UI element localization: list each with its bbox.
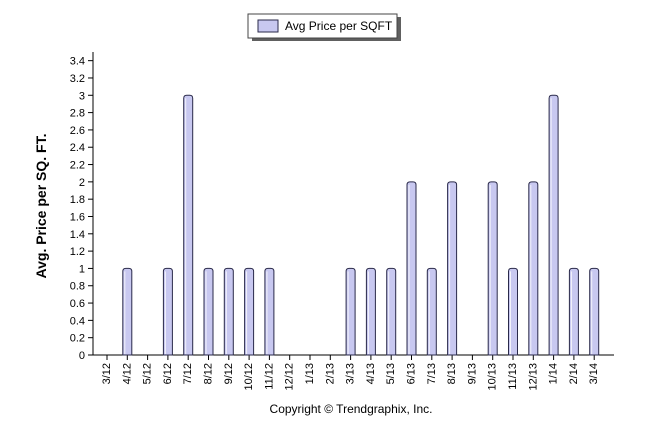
x-tick-label: 2/13 — [324, 363, 336, 384]
legend-label: Avg Price per SQFT — [285, 19, 393, 33]
y-tick-label: 2.8 — [70, 108, 85, 120]
y-tick-label: 0 — [79, 350, 85, 362]
bar-1-14 — [548, 94, 559, 356]
legend: Avg Price per SQFT — [247, 13, 401, 41]
x-tick-label: 7/12 — [182, 363, 194, 384]
bar-6-13 — [406, 181, 417, 356]
x-tick-label: 2/14 — [568, 363, 580, 384]
x-tick-label: 1/14 — [548, 363, 560, 384]
x-tick-label: 4/12 — [121, 363, 133, 384]
y-tick-label: 2.6 — [70, 125, 85, 137]
bar-3-14 — [589, 267, 600, 356]
x-tick-label: 6/13 — [406, 363, 418, 384]
x-tick-label: 8/12 — [203, 363, 215, 384]
y-tick-label: 0.2 — [70, 333, 85, 345]
y-tick-label: 3.2 — [70, 73, 85, 85]
bar-8-13 — [447, 181, 458, 356]
y-tick-label: 3.4 — [70, 56, 85, 68]
y-tick-label: 0.4 — [70, 315, 85, 327]
x-tick-label: 5/13 — [385, 363, 397, 384]
bar-12-13 — [528, 181, 539, 356]
y-tick-label: 3 — [79, 90, 85, 102]
x-tick-label: 12/13 — [527, 363, 539, 391]
legend-swatch — [257, 19, 279, 33]
y-tick-label: 2.4 — [70, 142, 85, 154]
bar-8-12 — [203, 267, 214, 356]
bar-7-13 — [426, 267, 437, 356]
x-tick-label: 5/12 — [142, 363, 154, 384]
x-tick-label: 9/12 — [223, 363, 235, 384]
x-tick-label: 10/12 — [243, 363, 255, 391]
bar-11-13 — [508, 267, 518, 356]
x-tick-label: 11/13 — [507, 363, 519, 390]
x-tick-label: 3/13 — [345, 363, 357, 384]
x-tick-label: 1/13 — [304, 363, 316, 384]
bar-6-12 — [162, 267, 173, 356]
y-tick-label: 1.2 — [70, 246, 85, 258]
x-tick-label: 3/12 — [101, 363, 113, 384]
x-tick-label: 6/12 — [162, 363, 174, 384]
x-tick-label: 12/12 — [284, 363, 296, 391]
y-tick-label: 1.8 — [70, 194, 85, 206]
bar-10-13 — [487, 181, 498, 356]
x-tick-label: 8/13 — [446, 363, 458, 384]
bars — [122, 94, 600, 356]
x-tick-label: 3/14 — [588, 363, 600, 384]
bar-10-12 — [244, 267, 255, 356]
x-axis-ticks: 3/12 4/12 5/12 6/12 7/12 8/12 9/12 10/12 11/12 12… — [101, 355, 600, 391]
bar-3-13 — [345, 267, 356, 356]
copyright-text: Copyright © Trendgraphix, Inc. — [270, 402, 433, 416]
y-tick-label: 2.2 — [70, 160, 85, 172]
bar-9-12 — [223, 267, 234, 356]
bar-5-13 — [386, 267, 397, 356]
y-tick-label: 1.6 — [70, 211, 85, 223]
bar-11-12 — [264, 267, 275, 356]
y-axis-ticks: 0 0.2 0.4 0.6 0.8 1 1.2 1.4 1.6 1.8 2 2.2 2.4 2.6 2.8 3… — [70, 56, 93, 362]
x-tick-label: 10/13 — [487, 363, 499, 391]
bar-7-12 — [183, 94, 194, 356]
y-tick-label: 1 — [79, 263, 85, 275]
y-tick-label: 0.8 — [70, 281, 85, 293]
x-tick-label: 11/12 — [263, 363, 275, 390]
x-tick-label: 4/13 — [365, 363, 377, 384]
x-tick-label: 9/13 — [466, 363, 478, 384]
y-tick-label: 0.6 — [70, 298, 85, 310]
bar-4-12 — [122, 267, 133, 356]
y-tick-label: 2 — [79, 177, 85, 189]
bar-2-14 — [568, 267, 579, 356]
y-axis-title: Avg. Price per SQ. FT. — [33, 134, 49, 279]
bar-4-13 — [365, 267, 376, 356]
x-tick-label: 7/13 — [426, 363, 438, 384]
y-tick-label: 1.4 — [70, 229, 85, 241]
